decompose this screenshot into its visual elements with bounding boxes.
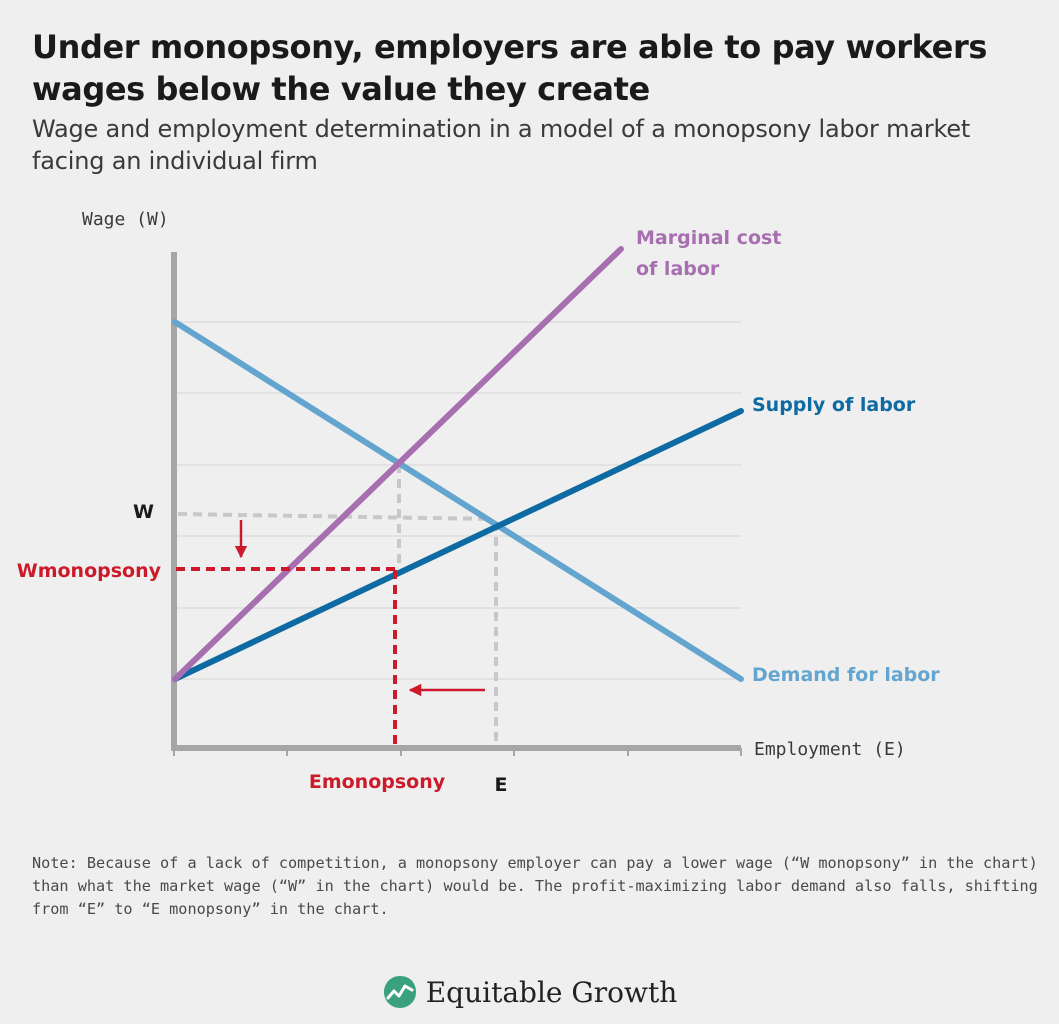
equitable-growth-leaf-icon bbox=[383, 976, 416, 1008]
brand-name: Equitable Growth bbox=[425, 975, 678, 1009]
brand-footer[interactable]: Equitable Growth bbox=[0, 968, 1059, 1016]
y-axis-label: Wage (W) bbox=[82, 209, 169, 230]
chart-headline: Under monopsony, employers are able to p… bbox=[32, 28, 987, 108]
w-monopsony-label: Wmonopsony bbox=[17, 560, 162, 582]
e-marker-label: E bbox=[495, 774, 508, 796]
e-monopsony-label: Emonopsony bbox=[309, 771, 446, 793]
w-guide-line bbox=[177, 512, 493, 521]
monopsony-diagram: Wage (W) Employment (E) Marginal cost of… bbox=[0, 190, 1059, 830]
gridlines bbox=[174, 321, 741, 680]
marginal-cost-label-line2: of labor bbox=[636, 258, 720, 280]
marginal-cost-label: Marginal cost of labor bbox=[636, 227, 788, 280]
supply-curve bbox=[172, 408, 744, 682]
x-axis-ticks bbox=[173, 748, 742, 756]
w-marker-label: W bbox=[133, 501, 154, 523]
x-axis-label: Employment (E) bbox=[754, 739, 906, 760]
marginal-cost-label-line1: Marginal cost bbox=[636, 227, 781, 249]
supply-label: Supply of labor bbox=[752, 394, 916, 416]
demand-label: Demand for labor bbox=[752, 664, 940, 686]
footnote: Note: Because of a lack of competition, … bbox=[32, 854, 1038, 918]
demand-curve bbox=[172, 319, 744, 682]
diagram-canvas: Wage (W) Employment (E) Marginal cost of… bbox=[17, 209, 941, 796]
marginal-cost-curve bbox=[172, 246, 624, 682]
chart-subtitle: Wage and employment determination in a m… bbox=[32, 115, 971, 175]
